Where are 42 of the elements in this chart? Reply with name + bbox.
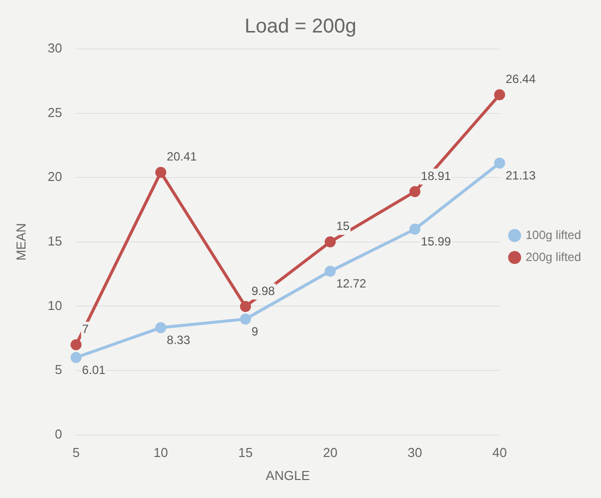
point (70, 339, 82, 350)
data-label: 6.01 (82, 362, 106, 377)
data-label: 15 (336, 219, 350, 234)
point (324, 236, 336, 248)
point (70, 352, 82, 364)
x-axis-title: ANGLE (266, 468, 310, 483)
point (155, 322, 166, 334)
data-label: 15.99 (420, 234, 452, 248)
y-axis-title: MEAN (13, 223, 28, 261)
data-label: 20.41 (166, 150, 198, 164)
y-tick-label: 10 (48, 298, 62, 313)
data-label: 9.98 (251, 284, 276, 298)
y-tick-label: 5 (54, 362, 62, 378)
y-tick-label: 15 (48, 233, 62, 248)
data-label: 12.72 (336, 276, 367, 291)
point (155, 166, 166, 178)
x-tick-label: 5 (72, 445, 80, 460)
y-tick-label: 0 (54, 426, 62, 442)
data-label: 26.44 (506, 72, 536, 86)
data-label: 9 (251, 324, 258, 338)
point (240, 314, 251, 325)
legend-label: 200g lifted (526, 250, 582, 264)
x-tick-label: 10 (154, 445, 168, 460)
x-tick-label: 15 (238, 445, 253, 460)
data-label: 21.13 (506, 168, 536, 182)
point (409, 186, 420, 198)
chart-title: Load = 200g (244, 16, 356, 38)
data-label: 8.33 (166, 332, 190, 347)
point (324, 266, 336, 277)
x-tick-label: 20 (322, 445, 338, 460)
point (494, 89, 506, 100)
point (409, 224, 420, 235)
data-label: 7 (82, 322, 90, 336)
legend-label: 100g lifted (526, 228, 582, 242)
y-tick-label: 20 (48, 169, 62, 184)
point (494, 158, 506, 169)
x-tick-label: 30 (408, 445, 422, 460)
y-tick-label: 25 (48, 104, 62, 120)
x-tick-label: 40 (492, 445, 507, 460)
point (240, 300, 251, 312)
y-tick-label: 30 (48, 40, 62, 56)
data-label: 18.91 (420, 168, 452, 183)
